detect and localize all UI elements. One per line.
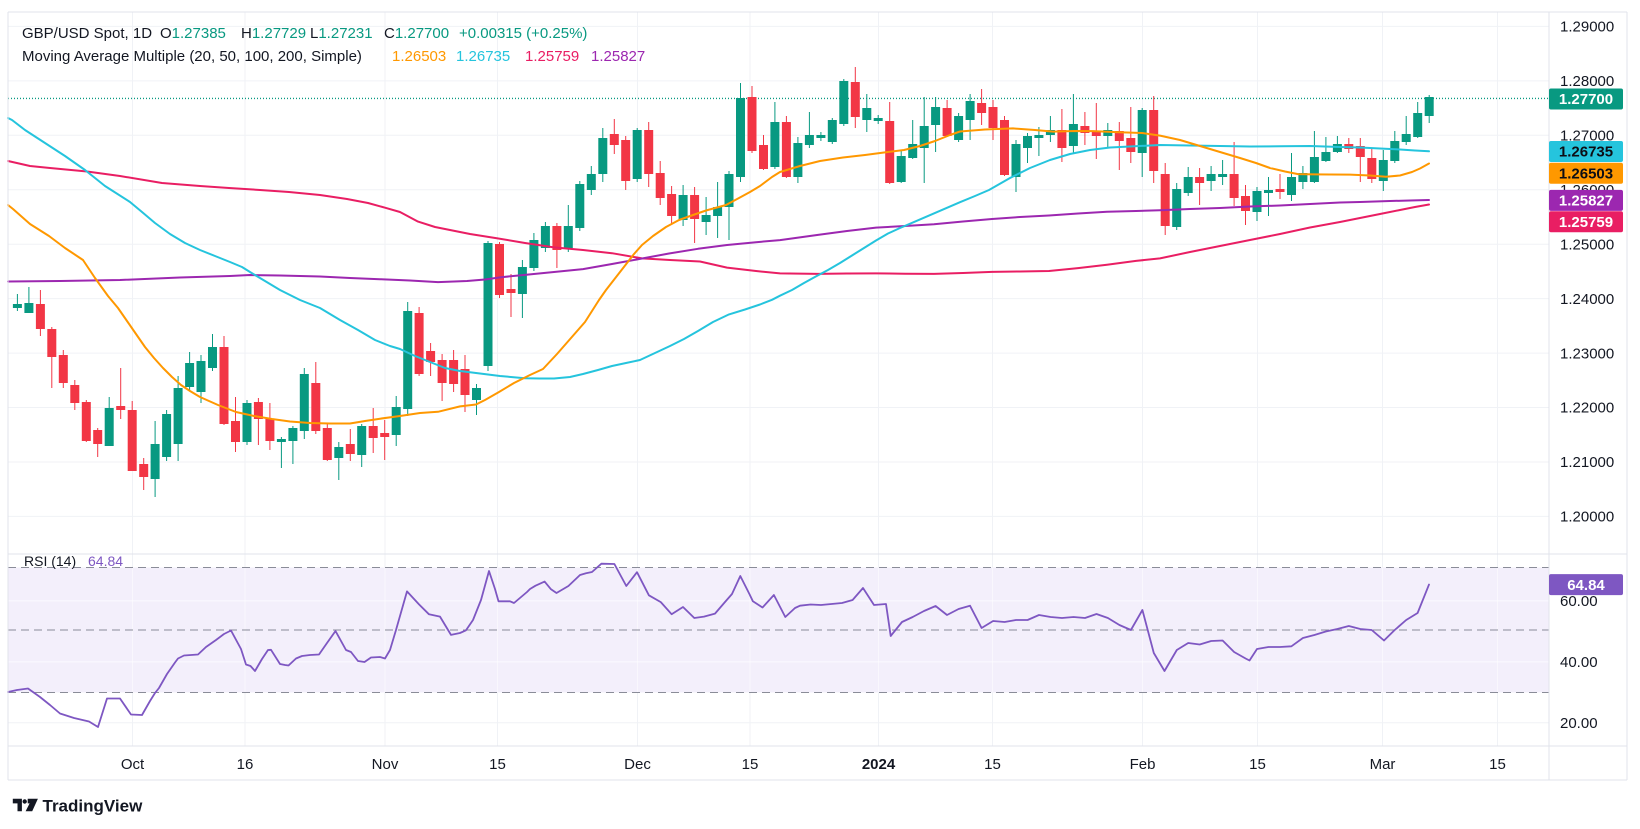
svg-text:15: 15 — [984, 756, 1001, 773]
svg-text:Moving Average Multiple (20, 5: Moving Average Multiple (20, 50, 100, 20… — [22, 48, 362, 65]
svg-text:1.26503: 1.26503 — [392, 48, 446, 65]
svg-text:1.22000: 1.22000 — [1560, 400, 1614, 417]
svg-text:40.00: 40.00 — [1560, 654, 1598, 671]
svg-text:1.20000: 1.20000 — [1560, 509, 1614, 526]
svg-text:15: 15 — [489, 756, 506, 773]
svg-text:1.27000: 1.27000 — [1560, 128, 1614, 145]
svg-text:15: 15 — [1489, 756, 1506, 773]
svg-text:1.27700: 1.27700 — [1559, 91, 1613, 108]
svg-text:1.23000: 1.23000 — [1560, 345, 1614, 362]
svg-text:Oct: Oct — [121, 756, 145, 773]
svg-text:RSI (14): RSI (14) — [24, 553, 76, 569]
svg-text:TradingView: TradingView — [43, 797, 144, 816]
svg-text:2024: 2024 — [862, 756, 896, 773]
svg-text:1.21000: 1.21000 — [1560, 454, 1614, 471]
svg-text:64.84: 64.84 — [1567, 577, 1605, 594]
svg-text:H1.27729: H1.27729 — [241, 25, 306, 42]
svg-text:GBP/USD Spot, 1D: GBP/USD Spot, 1D — [22, 25, 152, 42]
svg-text:60.00: 60.00 — [1560, 593, 1598, 610]
svg-text:15: 15 — [742, 756, 759, 773]
svg-text:C1.27700: C1.27700 — [384, 25, 449, 42]
svg-text:64.84: 64.84 — [88, 553, 123, 569]
svg-text:+0.00315 (+0.25%): +0.00315 (+0.25%) — [459, 25, 587, 42]
svg-text:L1.27231: L1.27231 — [310, 25, 373, 42]
svg-text:1.28000: 1.28000 — [1560, 73, 1614, 90]
svg-text:1.25759: 1.25759 — [1559, 214, 1613, 231]
svg-text:Feb: Feb — [1130, 756, 1156, 773]
svg-text:20.00: 20.00 — [1560, 715, 1598, 732]
svg-text:Mar: Mar — [1370, 756, 1396, 773]
svg-text:15: 15 — [1249, 756, 1266, 773]
svg-text:1.26503: 1.26503 — [1559, 165, 1613, 182]
svg-text:Nov: Nov — [372, 756, 399, 773]
svg-text:1.25759: 1.25759 — [525, 48, 579, 65]
svg-text:1.26735: 1.26735 — [456, 48, 510, 65]
svg-text:1.25000: 1.25000 — [1560, 236, 1614, 253]
svg-text:1.25827: 1.25827 — [591, 48, 645, 65]
svg-text:1.24000: 1.24000 — [1560, 291, 1614, 308]
svg-text:1.26735: 1.26735 — [1559, 144, 1613, 161]
svg-text:1.25827: 1.25827 — [1559, 193, 1613, 210]
svg-text:1.29000: 1.29000 — [1560, 19, 1614, 36]
svg-text:16: 16 — [237, 756, 254, 773]
svg-text:Dec: Dec — [624, 756, 651, 773]
svg-text:O1.27385: O1.27385 — [160, 25, 226, 42]
